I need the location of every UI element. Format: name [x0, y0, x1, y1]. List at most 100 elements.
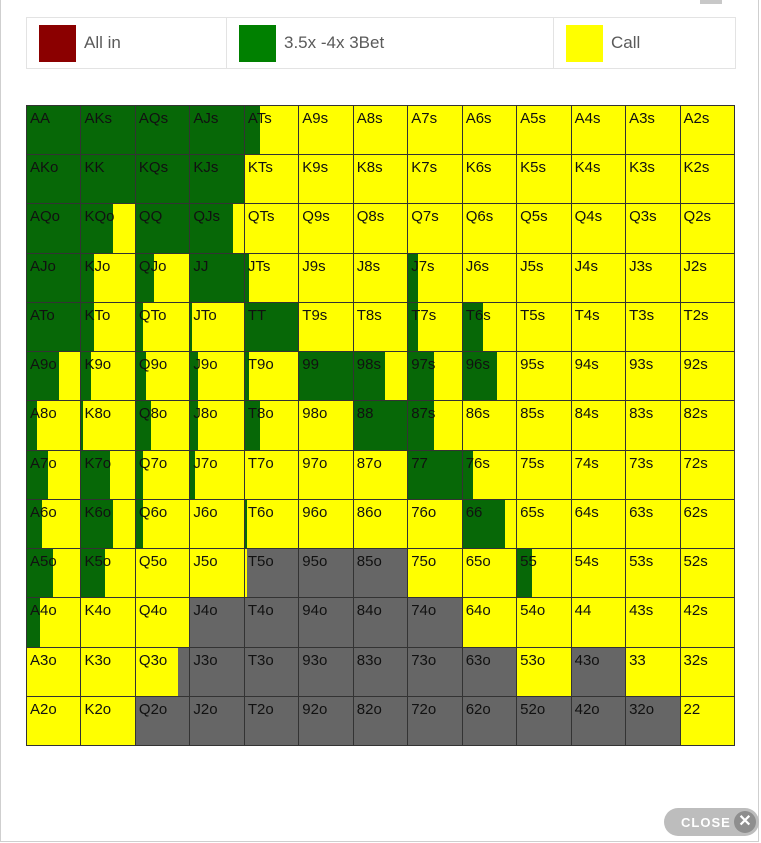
- hand-cell-fill: [243, 154, 299, 204]
- hand-label: K6s: [465, 159, 492, 177]
- hand-label: Q8s: [356, 208, 385, 226]
- hand-cell-fill: [243, 400, 261, 450]
- hand-label: JTo: [193, 306, 217, 324]
- hand-cell-fill: [679, 597, 735, 647]
- hand-cell-fill: [516, 301, 572, 352]
- hand-label: 93s: [629, 356, 654, 374]
- hand-label: T2o: [247, 700, 274, 718]
- hand-label: K2o: [84, 700, 112, 718]
- hand-label: 72s: [683, 454, 708, 472]
- hand-cell-fill: [192, 301, 245, 352]
- hand-label: KJo: [84, 257, 111, 275]
- hand-label: 32o: [629, 700, 655, 718]
- hand-cell-fill: [407, 646, 463, 696]
- hand-label: 83s: [629, 405, 654, 423]
- hand-label: A3s: [629, 110, 655, 127]
- hand-cell-fill: [197, 351, 245, 401]
- hand-label: Q5o: [138, 553, 168, 571]
- hand-label: 65o: [465, 553, 491, 571]
- hand-label: 86o: [356, 503, 382, 521]
- hand-cell-fill: [80, 597, 136, 647]
- hand-cell-fill: [243, 105, 261, 155]
- hand-cell-fill: [385, 351, 408, 401]
- hand-cell-fill: [194, 449, 245, 499]
- hand-label: J3s: [629, 257, 653, 275]
- hand-label: Q4o: [138, 602, 168, 620]
- hand-label: 63o: [465, 651, 491, 669]
- hand-label: A6s: [465, 110, 492, 127]
- hand-cell-fill: [570, 498, 626, 549]
- hand-cell-fill: [461, 301, 484, 352]
- hand-cell-fill: [570, 646, 626, 696]
- hand-label: AQs: [138, 110, 169, 127]
- legend-item-3bet: 3.5x -4x 3Bet: [227, 18, 554, 68]
- scrollbar-thumb[interactable]: [700, 0, 722, 4]
- hand-cell-fill: [94, 252, 136, 302]
- hand-label: 63s: [629, 503, 654, 521]
- hand-label: 65s: [520, 503, 545, 521]
- hand-cell-fill: [516, 498, 572, 549]
- hand-label: Q2s: [683, 208, 712, 226]
- hand-label: J6s: [465, 257, 490, 275]
- hand-cell-fill: [80, 105, 136, 155]
- hand-cell-fill: [352, 695, 408, 745]
- hand-label: J4s: [574, 257, 598, 275]
- hand-label: 92s: [683, 356, 708, 374]
- hand-label: K7s: [411, 159, 438, 177]
- hand-label: KQo: [84, 208, 115, 226]
- hand-label: 85s: [520, 405, 545, 423]
- hand-label: A2o: [30, 700, 57, 718]
- hand-label: 83o: [356, 651, 382, 669]
- hand-label: A2s: [683, 110, 710, 127]
- hand-label: 54s: [574, 553, 599, 571]
- hand-label: Q3s: [629, 208, 657, 226]
- hand-cell-fill: [483, 301, 517, 352]
- hand-label: JTs: [247, 257, 271, 275]
- hand-cell-fill: [352, 400, 408, 450]
- hand-label: T7s: [411, 306, 437, 324]
- hand-cell-fill: [178, 646, 190, 696]
- hand-label: K4s: [574, 159, 601, 177]
- hand-cell-fill: [472, 449, 517, 499]
- hand-cell-fill: [679, 154, 735, 204]
- hand-cell-fill: [189, 203, 234, 253]
- hand-label: J5o: [193, 553, 218, 571]
- hand-cell-fill: [461, 252, 517, 302]
- hand-cell-fill: [625, 105, 681, 155]
- hand-label: 82o: [356, 700, 382, 718]
- hand-label: J8s: [356, 257, 381, 275]
- hand-label: 53s: [629, 553, 654, 571]
- hand-cell-fill: [570, 449, 626, 499]
- hand-label: 55: [520, 553, 537, 571]
- hand-cell-fill: [516, 105, 572, 155]
- hand-label: J8o: [193, 405, 218, 423]
- hand-cell-fill: [407, 597, 463, 647]
- hand-label: Q2o: [138, 700, 168, 718]
- hand-cell-fill: [407, 498, 463, 549]
- hand-label: AKs: [84, 110, 112, 127]
- hand-cell-fill: [352, 351, 386, 401]
- hand-label: A7o: [30, 454, 57, 472]
- hand-cell-fill: [407, 548, 463, 598]
- close-button[interactable]: CLOSE ✕: [664, 808, 759, 836]
- hand-cell-fill: [53, 548, 81, 598]
- hand-label: 98o: [302, 405, 328, 423]
- hand-label: 33: [629, 651, 646, 669]
- hand-label: K2s: [683, 159, 710, 177]
- hand-cell-fill: [407, 351, 435, 401]
- hand-label: T4s: [574, 306, 600, 324]
- hand-cell-fill: [243, 695, 299, 745]
- hand-label: 62o: [465, 700, 491, 718]
- hand-cell-fill: [26, 548, 54, 598]
- hand-cell-fill: [461, 695, 517, 745]
- hand-cell-fill: [570, 301, 626, 352]
- hand-cell-fill: [418, 252, 463, 302]
- hand-cell-fill: [625, 154, 681, 204]
- hand-cell-fill: [461, 400, 517, 450]
- hand-cell-fill: [58, 351, 81, 401]
- hand-cell-fill: [83, 400, 136, 450]
- hand-label: J2s: [683, 257, 707, 275]
- hand-cell-fill: [243, 203, 299, 253]
- hand-label: 54o: [520, 602, 546, 620]
- hand-label: K3o: [84, 651, 112, 669]
